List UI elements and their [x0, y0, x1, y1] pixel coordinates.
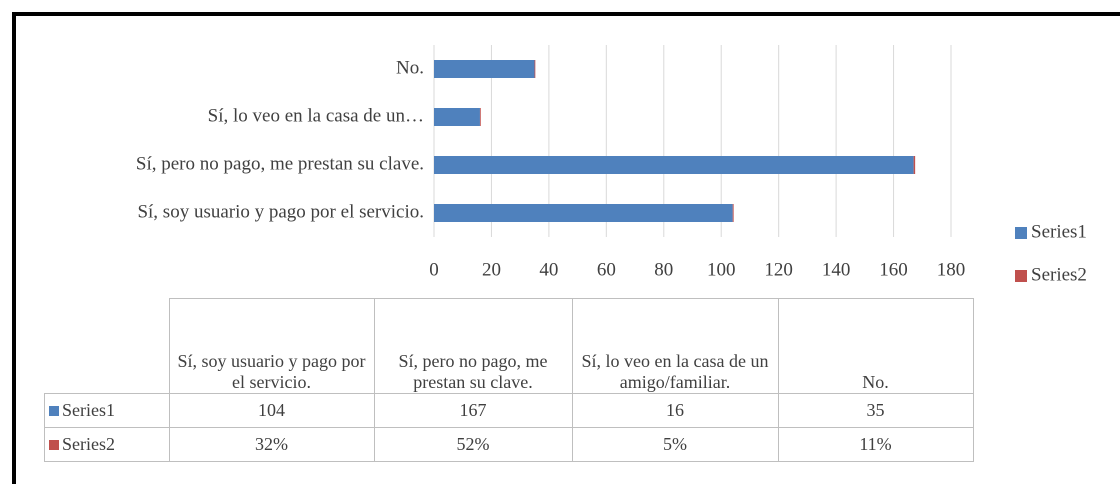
table-value-cell: 104: [168, 393, 375, 428]
table-value-cell: 5%: [571, 427, 779, 462]
bar: [913, 156, 916, 174]
bar: [434, 204, 733, 222]
bar: [434, 108, 480, 126]
x-tick-label: 20: [482, 259, 501, 280]
table-header-cell: Sí, lo veo en la casa de un amigo/famili…: [571, 298, 779, 394]
legend-key: [1015, 270, 1027, 282]
table-header-cell: Sí, pero no pago, me prestan su clave.: [373, 298, 573, 394]
x-tick-label: 40: [539, 259, 558, 280]
y-tick-label: Sí, lo veo en la casa de un…: [208, 105, 424, 126]
bar: [434, 156, 914, 174]
table-row: Series2 32% 52% 5% 11%: [44, 427, 974, 462]
bar: [479, 108, 481, 126]
table-value-cell: 52%: [373, 427, 573, 462]
x-tick-label: 0: [429, 259, 439, 280]
table-header-row: Sí, soy usuario y pago por el servicio. S…: [44, 298, 974, 394]
table-value-cell: 11%: [777, 427, 974, 462]
y-tick-label: Sí, soy usuario y pago por el servicio.: [137, 201, 424, 222]
y-tick-label: No.: [396, 57, 424, 78]
bar: [732, 204, 734, 222]
table-row: Series1 104 167 16 35: [44, 393, 974, 428]
table-corner: [44, 298, 170, 394]
bar: [534, 60, 536, 78]
x-tick-label: 120: [764, 259, 793, 280]
legend-key: [49, 406, 59, 416]
x-tick-label: 100: [707, 259, 736, 280]
bar: [434, 60, 535, 78]
table-value-cell: 32%: [168, 427, 375, 462]
x-tick-label: 140: [822, 259, 851, 280]
table-series-cell: Series2: [44, 427, 170, 462]
y-tick-label: Sí, pero no pago, me prestan su clave.: [136, 153, 424, 174]
frame: [12, 12, 1120, 484]
table-header-cell: No.: [777, 298, 974, 394]
legend-key: [1015, 227, 1027, 239]
legend-label: Series1: [1031, 221, 1087, 242]
x-tick-label: 60: [597, 259, 616, 280]
x-tick-label: 180: [937, 259, 966, 280]
table-value-cell: 35: [777, 393, 974, 428]
table-series-cell: Series1: [44, 393, 170, 428]
legend-label: Series2: [1031, 264, 1087, 285]
legend-key: [49, 440, 59, 450]
data-table: Sí, soy usuario y pago por el servicio. S…: [44, 298, 974, 462]
table-value-cell: 16: [571, 393, 779, 428]
x-tick-label: 80: [654, 259, 673, 280]
series-name: Series2: [62, 434, 115, 454]
table-header-cell: Sí, soy usuario y pago por el servicio.: [168, 298, 375, 394]
x-tick-label: 160: [879, 259, 908, 280]
table-value-cell: 167: [373, 393, 573, 428]
series-name: Series1: [62, 400, 115, 420]
